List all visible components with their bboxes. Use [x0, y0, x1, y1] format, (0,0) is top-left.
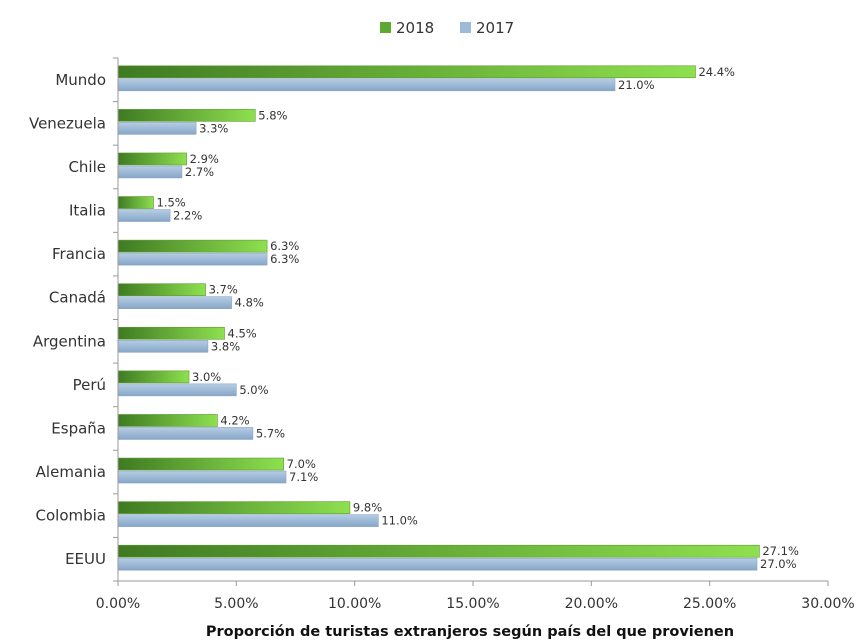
- data-label-2017-Canadá: 4.8%: [235, 296, 264, 310]
- data-label-2017-Venezuela: 3.3%: [199, 121, 228, 135]
- data-label-2018-Mundo: 24.4%: [698, 65, 735, 79]
- bar-2018-Francia: [117, 239, 268, 253]
- data-label-2017-Italia: 2.2%: [173, 209, 202, 223]
- category-label-Venezuela: Venezuela: [29, 114, 106, 132]
- category-label-EEUU: EEUU: [65, 550, 106, 568]
- data-label-2017-Chile: 2.7%: [185, 165, 214, 179]
- bar-2018-Venezuela: [117, 109, 256, 122]
- data-label-2017-Colombia: 11.0%: [381, 514, 418, 528]
- data-label-2018-Argentina: 4.5%: [228, 326, 257, 340]
- bar-2017-Mundo: [117, 78, 616, 92]
- data-label-2018-Perú: 3.0%: [192, 370, 221, 384]
- legend-label-2017: 2017: [476, 19, 514, 37]
- category-label-Alemania: Alemania: [36, 463, 106, 481]
- legend-label-2018: 2018: [396, 19, 434, 37]
- bar-2017-Colombia: [117, 514, 379, 527]
- data-label-2017-Argentina: 3.8%: [211, 339, 240, 353]
- bar-2018-EEUU: [117, 544, 760, 558]
- bar-2017-Perú: [117, 383, 237, 397]
- data-label-2018-Francia: 6.3%: [270, 239, 299, 253]
- category-label-Colombia: Colombia: [36, 507, 107, 525]
- data-label-2018-Alemania: 7.0%: [287, 457, 316, 471]
- bar-2017-Argentina: [117, 339, 209, 353]
- data-label-2018-España: 4.2%: [220, 413, 249, 427]
- x-tick-label: 0.00%: [96, 596, 140, 612]
- bar-2017-Italia: [117, 209, 171, 222]
- legend-swatch-2018: [380, 22, 391, 33]
- data-label-2018-Canadá: 3.7%: [209, 283, 238, 297]
- category-label-España: España: [51, 419, 106, 437]
- category-label-Chile: Chile: [68, 158, 106, 176]
- axes-group: 0.00% 5.00% 10.00% 15.00% 20.00% 25.00% 30.00%: [96, 57, 855, 612]
- bar-2017-Canadá: [117, 296, 232, 310]
- bar-2017-España: [117, 427, 254, 440]
- x-tick-label: 30.00%: [801, 596, 854, 612]
- chart-legend: 2018 2017: [380, 19, 514, 37]
- category-label-Canadá: Canadá: [49, 289, 106, 307]
- bar-2017-Venezuela: [117, 122, 197, 135]
- data-label-2018-Colombia: 9.8%: [353, 501, 382, 515]
- bar-2018-España: [117, 414, 218, 427]
- bar-2018-Colombia: [117, 501, 351, 514]
- x-tick-label: 10.00%: [328, 596, 381, 612]
- x-tick-label: 20.00%: [565, 596, 618, 612]
- data-label-2017-Alemania: 7.1%: [289, 470, 318, 484]
- bar-2018-Chile: [117, 152, 187, 166]
- data-label-2017-Mundo: 21.0%: [618, 78, 655, 92]
- bar-2018-Italia: [117, 196, 154, 209]
- bar-2018-Perú: [117, 370, 190, 384]
- x-tick-label: 25.00%: [683, 596, 736, 612]
- data-label-2017-EEUU: 27.0%: [760, 557, 797, 571]
- data-label-2018-EEUU: 27.1%: [762, 544, 799, 558]
- category-label-Italia: Italia: [69, 202, 106, 220]
- bar-2017-EEUU: [117, 557, 758, 571]
- x-axis-title: Proporción de turistas extranjeros según…: [206, 624, 734, 640]
- legend-swatch-2017: [460, 22, 471, 33]
- bars-group: 24.4% 21.0% Mundo 5.8% 3.3% Venezuela 2.9%2.7%…: [29, 65, 799, 571]
- data-label-2018-Venezuela: 5.8%: [258, 108, 287, 122]
- data-label-2017-Perú: 5.0%: [239, 383, 268, 397]
- bar-2018-Argentina: [117, 326, 225, 340]
- x-tick-label: 15.00%: [446, 596, 499, 612]
- x-tick-label: 5.00%: [214, 596, 258, 612]
- bar-2017-Francia: [117, 252, 268, 266]
- data-label-2018-Chile: 2.9%: [190, 152, 219, 166]
- bar-2018-Canadá: [117, 283, 206, 297]
- data-label-2017-Francia: 6.3%: [270, 252, 299, 266]
- category-label-Perú: Perú: [73, 376, 106, 394]
- category-label-Francia: Francia: [52, 245, 106, 263]
- bar-2017-Chile: [117, 165, 183, 179]
- bar-2018-Alemania: [117, 457, 284, 471]
- bar-2017-Alemania: [117, 470, 287, 484]
- data-label-2017-España: 5.7%: [256, 426, 285, 440]
- data-label-2018-Italia: 1.5%: [157, 196, 186, 210]
- category-label-Argentina: Argentina: [33, 332, 106, 350]
- category-label-Mundo: Mundo: [55, 71, 106, 89]
- bar-2018-Mundo: [117, 65, 696, 79]
